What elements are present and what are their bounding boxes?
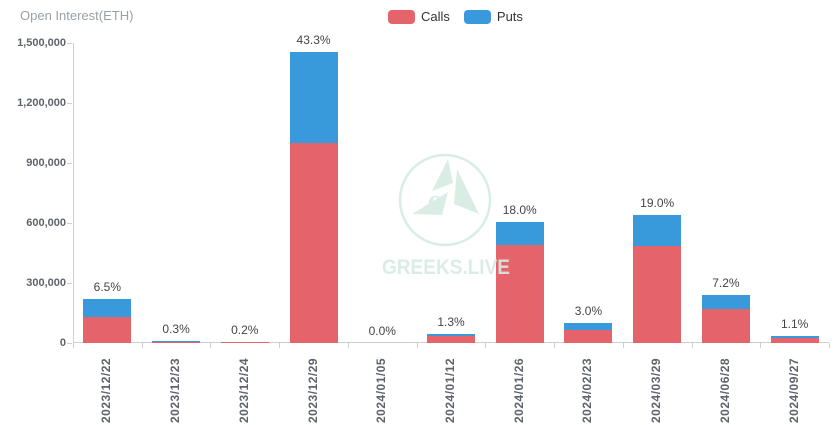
y-axis-tick-label: 1,200,000 <box>17 97 66 109</box>
legend-label-puts: Puts <box>496 9 523 24</box>
x-axis-tick-mark <box>829 343 830 348</box>
y-axis-tick-mark <box>67 43 72 44</box>
y-axis-tick-mark <box>67 283 72 284</box>
legend: Calls Puts <box>388 9 523 24</box>
y-axis-tick-mark <box>67 103 72 104</box>
x-axis-category-label: 2024/01/05 <box>374 357 389 423</box>
x-axis-tick-mark <box>347 343 349 348</box>
x-axis-tick-mark <box>141 343 143 348</box>
calls-bar-segment[interactable] <box>495 245 544 343</box>
calls-bar-segment[interactable] <box>633 246 682 343</box>
bar-percentage-label: 18.0% <box>502 203 537 217</box>
x-axis-category-label: 2024/06/28 <box>717 357 732 423</box>
puts-bar-segment[interactable] <box>152 340 201 342</box>
puts-bar-segment[interactable] <box>495 222 544 245</box>
x-axis-tick-mark <box>760 343 762 348</box>
puts-bar-segment[interactable] <box>564 322 613 330</box>
x-axis-category-label: 2024/09/27 <box>786 357 801 423</box>
puts-bar-segment[interactable] <box>770 335 819 338</box>
legend-label-calls: Calls <box>421 9 450 24</box>
bar-percentage-label: 1.3% <box>437 315 465 330</box>
x-axis-tick-mark <box>622 343 624 348</box>
calls-bar-segment[interactable] <box>427 336 475 343</box>
legend-item-puts[interactable]: Puts <box>463 9 523 24</box>
calls-bar-segment[interactable] <box>152 341 201 343</box>
bar-percentage-label: 1.1% <box>780 316 809 331</box>
y-axis-tick-mark <box>67 343 72 344</box>
x-axis-tick-mark <box>279 343 281 348</box>
y-axis-tick-label: 300,000 <box>26 277 66 289</box>
calls-bar-segment[interactable] <box>564 330 613 343</box>
y-axis-tick-mark <box>67 223 72 224</box>
puts-bar-segment[interactable] <box>701 294 750 309</box>
x-axis-category-label: 2024/02/23 <box>580 357 595 423</box>
puts-bar-segment[interactable] <box>289 52 338 143</box>
calls-bar-segment[interactable] <box>83 317 132 343</box>
x-axis-tick-mark <box>210 343 212 348</box>
bar-percentage-label: 0.2% <box>231 322 259 337</box>
x-axis-category-label: 2023/12/29 <box>305 357 320 423</box>
x-axis-tick-mark <box>73 343 74 348</box>
x-axis-category-label: 2024/01/12 <box>443 357 457 423</box>
calls-bar-segment[interactable] <box>220 341 269 343</box>
y-axis-tick-label: 600,000 <box>26 217 66 229</box>
x-axis-category-label: 2023/12/24 <box>236 357 251 423</box>
x-axis-tick-mark <box>416 343 418 348</box>
puts-bar-segment[interactable] <box>427 334 475 336</box>
x-axis-tick-mark <box>691 343 693 348</box>
x-axis-tick-mark <box>485 343 487 348</box>
puts-color-swatch <box>463 9 491 24</box>
bar-percentage-label: 0.3% <box>162 321 190 336</box>
y-axis-tick-label: 1,500,000 <box>17 37 66 49</box>
puts-bar-segment[interactable] <box>633 215 682 246</box>
bar-percentage-label: 7.2% <box>712 275 740 290</box>
y-axis-tick-label: 900,000 <box>26 157 66 169</box>
puts-bar-segment[interactable] <box>83 299 132 317</box>
x-axis-tick-mark <box>554 343 556 348</box>
y-axis-tick-label: 0 <box>59 337 66 349</box>
legend-item-calls[interactable]: Calls <box>388 9 450 24</box>
x-axis-category-label: 2023/12/23 <box>168 357 183 423</box>
x-axis-category-label: 2024/03/29 <box>649 357 664 423</box>
calls-bar-segment[interactable] <box>770 338 819 343</box>
bar-percentage-label: 3.0% <box>574 303 603 318</box>
calls-color-swatch <box>388 9 415 24</box>
bar-percentage-label: 0.0% <box>368 323 396 338</box>
bar-percentage-label: 6.5% <box>93 280 122 295</box>
bar-percentage-label: 19.0% <box>640 196 675 211</box>
bar-percentage-label: 43.3% <box>296 33 331 47</box>
calls-bar-segment[interactable] <box>289 143 338 343</box>
x-axis-category-label: 2023/12/22 <box>99 357 114 423</box>
y-axis-tick-mark <box>67 163 72 164</box>
x-axis-category-label: 2024/01/26 <box>511 357 526 423</box>
chart-title: Open Interest(ETH) <box>20 8 134 23</box>
calls-bar-segment[interactable] <box>701 309 750 343</box>
